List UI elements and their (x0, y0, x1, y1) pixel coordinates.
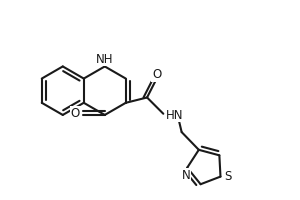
Text: N: N (182, 169, 191, 182)
Text: NH: NH (96, 53, 113, 66)
Text: HN: HN (166, 109, 183, 122)
Text: S: S (224, 170, 232, 183)
Text: O: O (70, 107, 80, 120)
Text: O: O (152, 68, 161, 81)
